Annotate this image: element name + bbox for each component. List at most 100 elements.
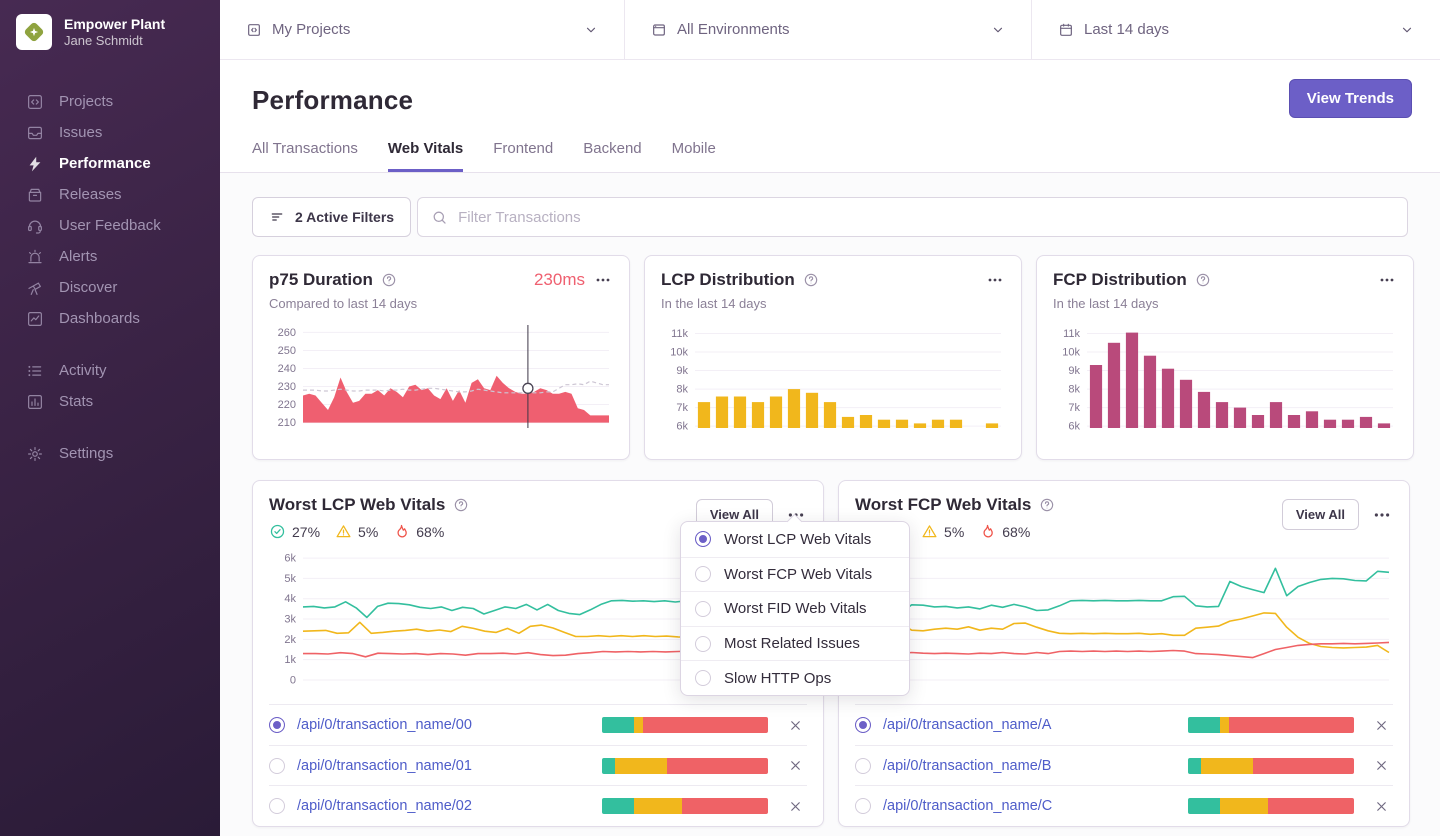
svg-text:7k: 7k	[1068, 402, 1080, 414]
date-range-value: Last 14 days	[1084, 21, 1170, 38]
sidebar-item-settings[interactable]: Settings	[0, 438, 220, 469]
transaction-radio[interactable]	[269, 798, 285, 815]
card-menu-button[interactable]	[985, 270, 1005, 290]
lcp-distribution-chart: 11k 10k 9k 8k 7k 6k	[670, 328, 1001, 433]
menu-radio[interactable]	[695, 600, 711, 617]
menu-radio[interactable]	[695, 531, 711, 548]
org-switcher[interactable]: Empower Plant Jane Schmidt	[0, 0, 220, 64]
menu-item-label: Worst LCP Web Vitals	[724, 530, 872, 548]
org-logo	[16, 14, 52, 50]
releases-icon	[28, 188, 42, 202]
project-filter-dropdown[interactable]: My Projects	[220, 0, 625, 59]
sidebar-item-stats[interactable]: Stats	[0, 386, 220, 417]
sidebar-item-label: Dashboards	[59, 310, 140, 327]
date-range-dropdown[interactable]: Last 14 days	[1032, 0, 1440, 59]
fire-icon	[397, 524, 408, 538]
help-icon[interactable]	[1195, 272, 1211, 288]
environment-filter-dropdown[interactable]: All Environments	[625, 0, 1032, 59]
vitals-breakdown-bar	[1188, 717, 1354, 734]
close-icon	[791, 720, 800, 730]
svg-text:250: 250	[278, 345, 296, 357]
active-filters-button[interactable]: 2 Active Filters	[252, 197, 412, 237]
transaction-link[interactable]: /api/0/transaction_name/02	[297, 798, 472, 815]
menu-radio[interactable]	[695, 635, 711, 652]
card-menu-button[interactable]	[1371, 504, 1393, 526]
poor-stat-value: 68%	[416, 523, 445, 540]
help-icon[interactable]	[1039, 497, 1055, 513]
sidebar-item-label: Releases	[59, 186, 122, 203]
svg-text:9k: 9k	[1068, 365, 1080, 377]
sidebar-item-alerts[interactable]: Alerts	[0, 241, 220, 272]
menu-item-most-related-issues[interactable]: Most Related Issues	[681, 625, 909, 661]
help-icon[interactable]	[803, 272, 819, 288]
nav-group-divider	[0, 417, 220, 438]
menu-item-worst-fcp[interactable]: Worst FCP Web Vitals	[681, 556, 909, 592]
view-all-button[interactable]: View All	[1281, 499, 1359, 530]
vitals-stats: 27% 5% 68%	[855, 523, 1282, 540]
card-subtitle: In the last 14 days	[1053, 296, 1159, 311]
content: 2 Active Filters p75 Duration 230ms Comp…	[220, 173, 1440, 827]
ellipsis-icon	[596, 278, 610, 282]
summary-cards-row: p75 Duration 230ms Compared to last 14 d…	[252, 255, 1414, 460]
window-icon	[653, 23, 665, 36]
transaction-row: /api/0/transaction_name/B	[855, 744, 1393, 786]
menu-item-worst-lcp[interactable]: Worst LCP Web Vitals	[681, 522, 909, 557]
remove-transaction-button[interactable]	[786, 797, 805, 816]
svg-text:260: 260	[278, 327, 296, 339]
svg-text:8k: 8k	[676, 384, 688, 396]
tab-backend[interactable]: Backend	[583, 140, 642, 157]
transaction-radio[interactable]	[855, 757, 871, 774]
view-trends-button[interactable]: View Trends	[1288, 79, 1412, 118]
poor-stat-value: 68%	[1002, 523, 1031, 540]
help-icon[interactable]	[453, 497, 469, 513]
sidebar-item-projects[interactable]: Projects	[0, 86, 220, 117]
card-title: p75 Duration	[269, 270, 373, 289]
transaction-link[interactable]: /api/0/transaction_name/00	[297, 717, 472, 734]
card-subtitle: In the last 14 days	[661, 296, 767, 311]
projects-icon	[28, 94, 42, 109]
poor-stat: 68%	[393, 523, 444, 540]
transaction-radio[interactable]	[269, 757, 285, 774]
menu-item-slow-http-ops[interactable]: Slow HTTP Ops	[681, 660, 909, 695]
sidebar-item-user-feedback[interactable]: User Feedback	[0, 210, 220, 241]
tab-all-transactions[interactable]: All Transactions	[252, 140, 358, 157]
sidebar-item-releases[interactable]: Releases	[0, 179, 220, 210]
tab-mobile[interactable]: Mobile	[671, 140, 716, 157]
menu-item-worst-fid[interactable]: Worst FID Web Vitals	[681, 591, 909, 626]
menu-radio[interactable]	[695, 566, 711, 583]
remove-transaction-button[interactable]	[1372, 797, 1391, 816]
remove-transaction-button[interactable]	[1372, 716, 1391, 735]
svg-text:5k: 5k	[284, 573, 296, 585]
sidebar-item-performance[interactable]: Performance	[0, 148, 220, 179]
transaction-link[interactable]: /api/0/transaction_name/B	[883, 757, 1052, 774]
card-title: Worst FCP Web Vitals	[855, 495, 1032, 514]
transaction-radio[interactable]	[269, 717, 285, 734]
transaction-radio[interactable]	[855, 798, 871, 815]
svg-text:210: 210	[278, 417, 296, 429]
sidebar-item-label: Discover	[59, 279, 118, 296]
sidebar-item-activity[interactable]: Activity	[0, 355, 220, 386]
tab-web-vitals[interactable]: Web Vitals	[387, 140, 464, 172]
search-input[interactable]	[458, 208, 1394, 226]
transaction-radio[interactable]	[855, 717, 871, 734]
tab-frontend[interactable]: Frontend	[493, 140, 554, 157]
help-icon[interactable]	[381, 272, 397, 288]
transaction-link[interactable]: /api/0/transaction_name/A	[883, 717, 1052, 734]
transaction-link[interactable]: /api/0/transaction_name/C	[883, 798, 1053, 815]
page-header: Performance View Trends All Transactions…	[220, 60, 1440, 173]
card-menu-button[interactable]	[1377, 270, 1397, 290]
sidebar-item-discover[interactable]: Discover	[0, 272, 220, 303]
svg-text:7k: 7k	[676, 402, 688, 414]
menu-radio[interactable]	[695, 670, 711, 687]
transaction-link[interactable]: /api/0/transaction_name/01	[297, 757, 472, 774]
sidebar-item-dashboards[interactable]: Dashboards	[0, 303, 220, 334]
active-filters-label: 2 Active Filters	[295, 209, 395, 225]
transaction-row: /api/0/transaction_name/00	[269, 704, 807, 745]
sidebar-item-issues[interactable]: Issues	[0, 117, 220, 148]
empower-plant-logo-icon	[24, 22, 44, 42]
ellipsis-icon	[988, 278, 1002, 282]
remove-transaction-button[interactable]	[1372, 756, 1391, 775]
remove-transaction-button[interactable]	[786, 716, 805, 735]
remove-transaction-button[interactable]	[786, 756, 805, 775]
card-menu-button[interactable]	[593, 270, 613, 290]
